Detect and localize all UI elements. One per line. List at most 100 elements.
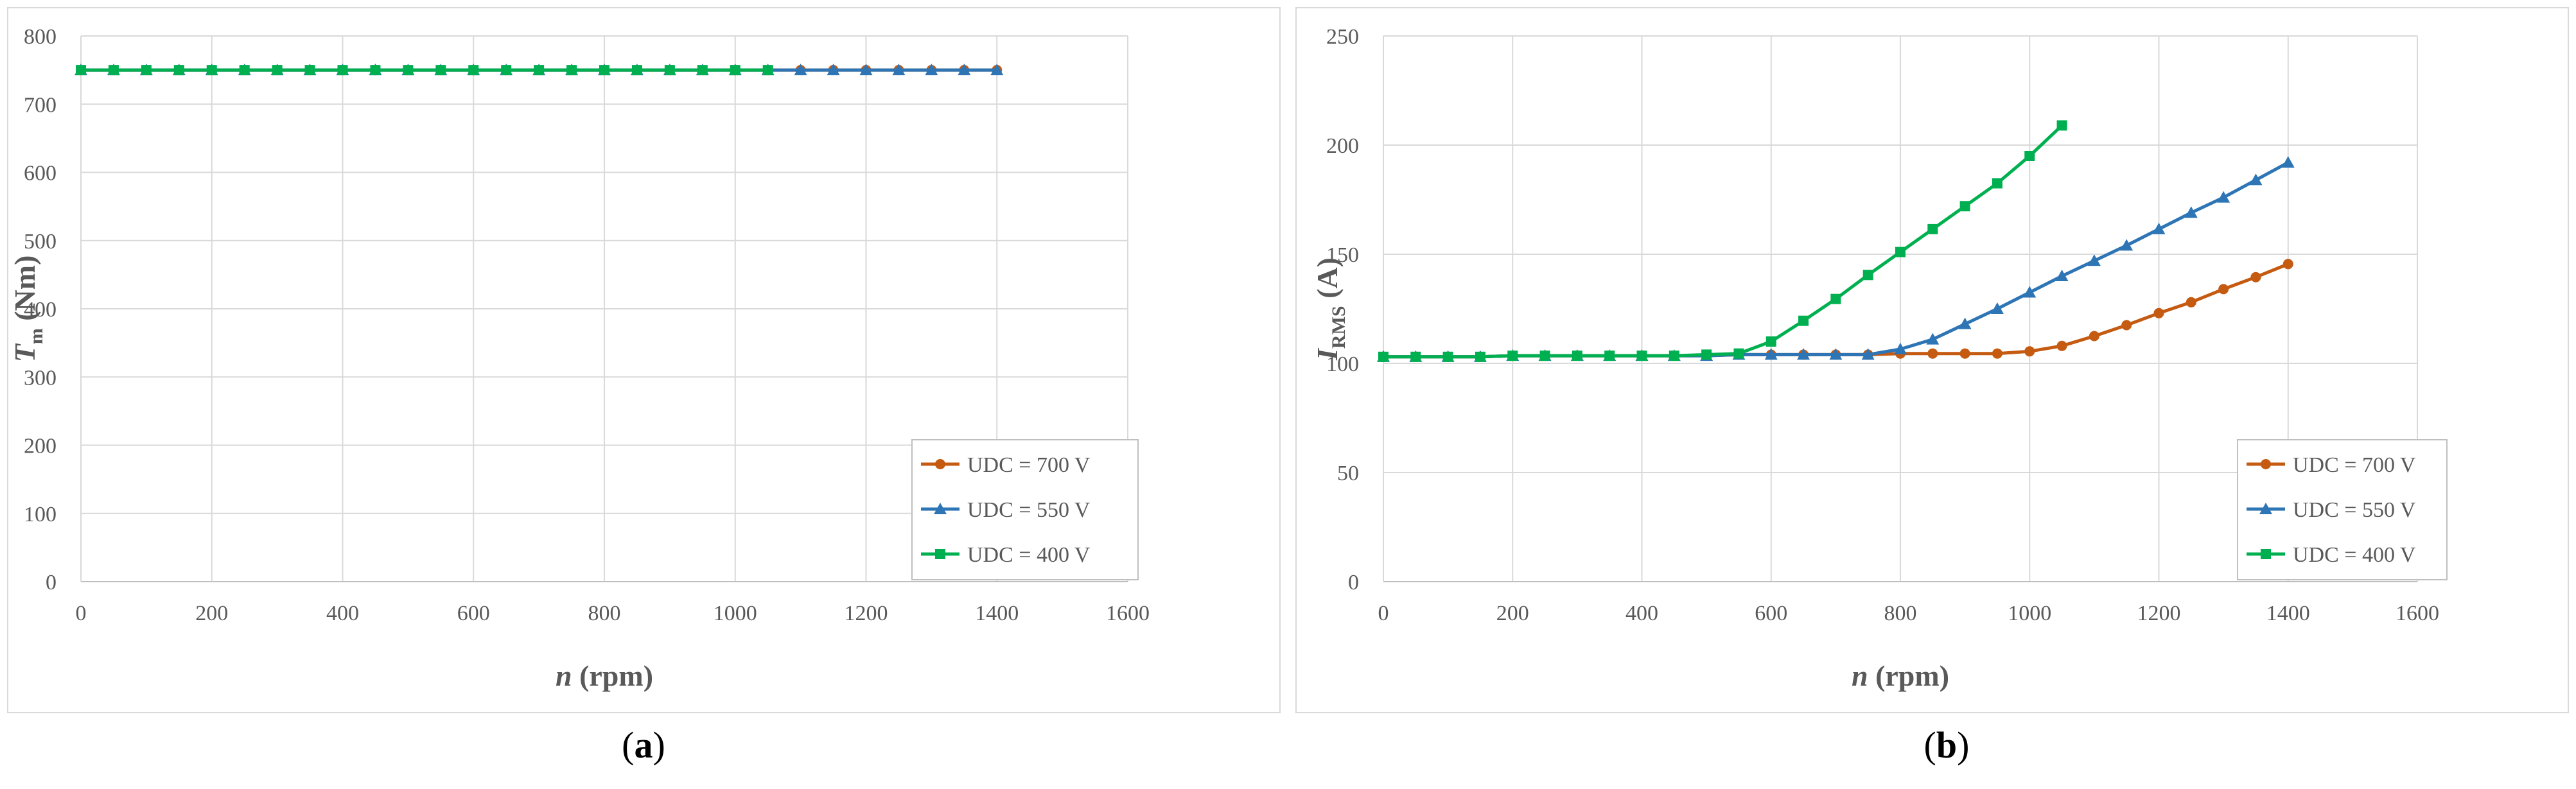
data-point-marker <box>697 65 708 76</box>
y-tick-label: 50 <box>1337 462 1359 485</box>
data-point-marker <box>827 64 840 76</box>
x-tick-label: 800 <box>1884 602 1917 625</box>
data-point-marker <box>925 64 938 76</box>
data-point-marker <box>2023 286 2037 298</box>
x-tick-label: 1200 <box>845 602 888 625</box>
x-tick-label: 400 <box>326 602 359 625</box>
data-point-marker <box>2089 331 2099 342</box>
panel-label-letter: a <box>635 724 653 766</box>
data-point-marker <box>1894 342 1907 354</box>
x-tick-label: 1400 <box>2266 602 2310 625</box>
data-point-marker <box>1861 348 1875 360</box>
y-tick-label: 250 <box>1326 25 1359 49</box>
y-tick-label: 300 <box>24 366 57 390</box>
y-axis-space <box>8 321 41 329</box>
data-point-marker <box>762 65 773 76</box>
data-point-marker <box>1927 348 1938 359</box>
data-point-marker <box>337 65 348 76</box>
y-axis-unit: (Nm) <box>8 256 41 321</box>
data-point-marker <box>1798 315 1809 326</box>
y-axis-subscript: RMS <box>1328 306 1349 349</box>
data-point-marker <box>1992 348 2002 359</box>
data-point-marker <box>2184 206 2198 218</box>
chart-panel-b: 0 200 400 600 800 1000 1200 1400 1600 0 50 100 150 20… <box>1288 0 2576 789</box>
y-axis-variable: T <box>8 343 41 362</box>
y-axis-unit: (A) <box>1311 257 1344 299</box>
y-tick-label: 0 <box>46 571 57 594</box>
data-point-marker <box>403 65 414 76</box>
x-tick-label: 400 <box>1625 602 1658 625</box>
data-point-marker <box>1733 348 1744 359</box>
data-point-marker <box>2153 308 2164 318</box>
data-point-marker <box>1507 351 1518 361</box>
data-point-marker <box>1797 348 1810 360</box>
data-point-marker <box>108 65 119 76</box>
x-axis-variable: n <box>1852 659 1868 692</box>
data-point-marker <box>1926 333 1940 345</box>
x-tick-label: 1200 <box>2137 602 2181 625</box>
data-point-marker <box>958 64 971 76</box>
x-tick-label: 1600 <box>1106 602 1150 625</box>
y-tick-label: 500 <box>24 230 57 254</box>
chart-panel-a: 0 200 400 600 800 1000 1200 1400 1600 0 100 200 300 4… <box>7 7 1281 766</box>
data-point-marker <box>2250 272 2261 282</box>
x-tick-label: 0 <box>1378 602 1389 625</box>
data-point-marker <box>794 64 807 76</box>
data-point-marker <box>1958 317 1972 329</box>
y-tick-label: 700 <box>24 93 57 117</box>
data-point-marker <box>2249 173 2263 186</box>
data-point-marker <box>664 65 675 76</box>
y-tick-label: 200 <box>24 435 57 458</box>
data-point-marker <box>1766 336 1776 347</box>
x-tick-label: 0 <box>76 602 87 625</box>
panel-label: (a) <box>622 724 665 766</box>
legend-marker <box>935 549 945 559</box>
data-point-marker <box>2218 284 2229 295</box>
x-axis-title: n (rpm) <box>556 659 653 692</box>
data-point-marker <box>534 65 545 76</box>
panel-label: (b) <box>1924 724 1970 766</box>
data-point-marker <box>206 65 217 76</box>
data-point-marker <box>272 65 283 76</box>
data-point-marker <box>1572 351 1582 361</box>
legend-marker <box>2261 549 2271 559</box>
data-point-marker <box>2056 340 2067 351</box>
legend-label: UDC = 550 V <box>967 498 1091 522</box>
data-point-marker <box>141 65 152 76</box>
data-point-marker <box>173 65 184 76</box>
data-point-marker <box>599 65 609 76</box>
data-point-marker <box>2024 346 2035 357</box>
x-tick-label: 800 <box>588 602 621 625</box>
data-point-marker <box>2121 320 2132 331</box>
y-tick-label: 100 <box>24 503 57 526</box>
chart-b-svg: 0 200 400 600 800 1000 1200 1400 1600 0 50 100 150 20… <box>1295 7 2569 766</box>
legend-marker <box>2259 503 2272 514</box>
panel-label-open: ( <box>1924 724 1936 766</box>
chart-frame <box>7 7 1281 713</box>
data-point-marker <box>1927 223 1938 234</box>
y-tick-label: 200 <box>1326 134 1359 158</box>
data-point-marker <box>1959 201 1970 212</box>
data-point-marker <box>1830 293 1841 304</box>
panel-label-open: ( <box>622 724 634 766</box>
legend: UDC = 700 V UDC = 550 V UDC = 400 V <box>911 439 1139 580</box>
data-point-marker <box>566 65 577 76</box>
data-point-marker <box>1829 348 1843 360</box>
data-point-marker <box>2282 259 2293 270</box>
x-axis-unit: (rpm) <box>579 659 653 692</box>
data-point-marker <box>1636 351 1647 361</box>
data-point-marker <box>239 65 250 76</box>
y-tick-label: 100 <box>1326 352 1359 376</box>
data-point-marker <box>2217 191 2230 203</box>
x-tick-label: 1400 <box>975 602 1019 625</box>
data-point-marker <box>2087 254 2101 266</box>
y-axis-title: IRMS (A) <box>1311 257 1349 361</box>
chart-a-svg: 0 200 400 600 800 1000 1200 1400 1600 0 100 200 300 4… <box>7 7 1281 766</box>
data-point-marker <box>1992 178 2002 189</box>
data-point-marker <box>1475 351 1485 362</box>
x-axis-variable: n <box>556 659 572 692</box>
y-tick-label: 150 <box>1326 243 1359 267</box>
data-point-marker <box>501 65 512 76</box>
data-point-marker <box>1539 351 1550 361</box>
legend: UDC = 700 V UDC = 550 V UDC = 400 V <box>2237 439 2448 580</box>
